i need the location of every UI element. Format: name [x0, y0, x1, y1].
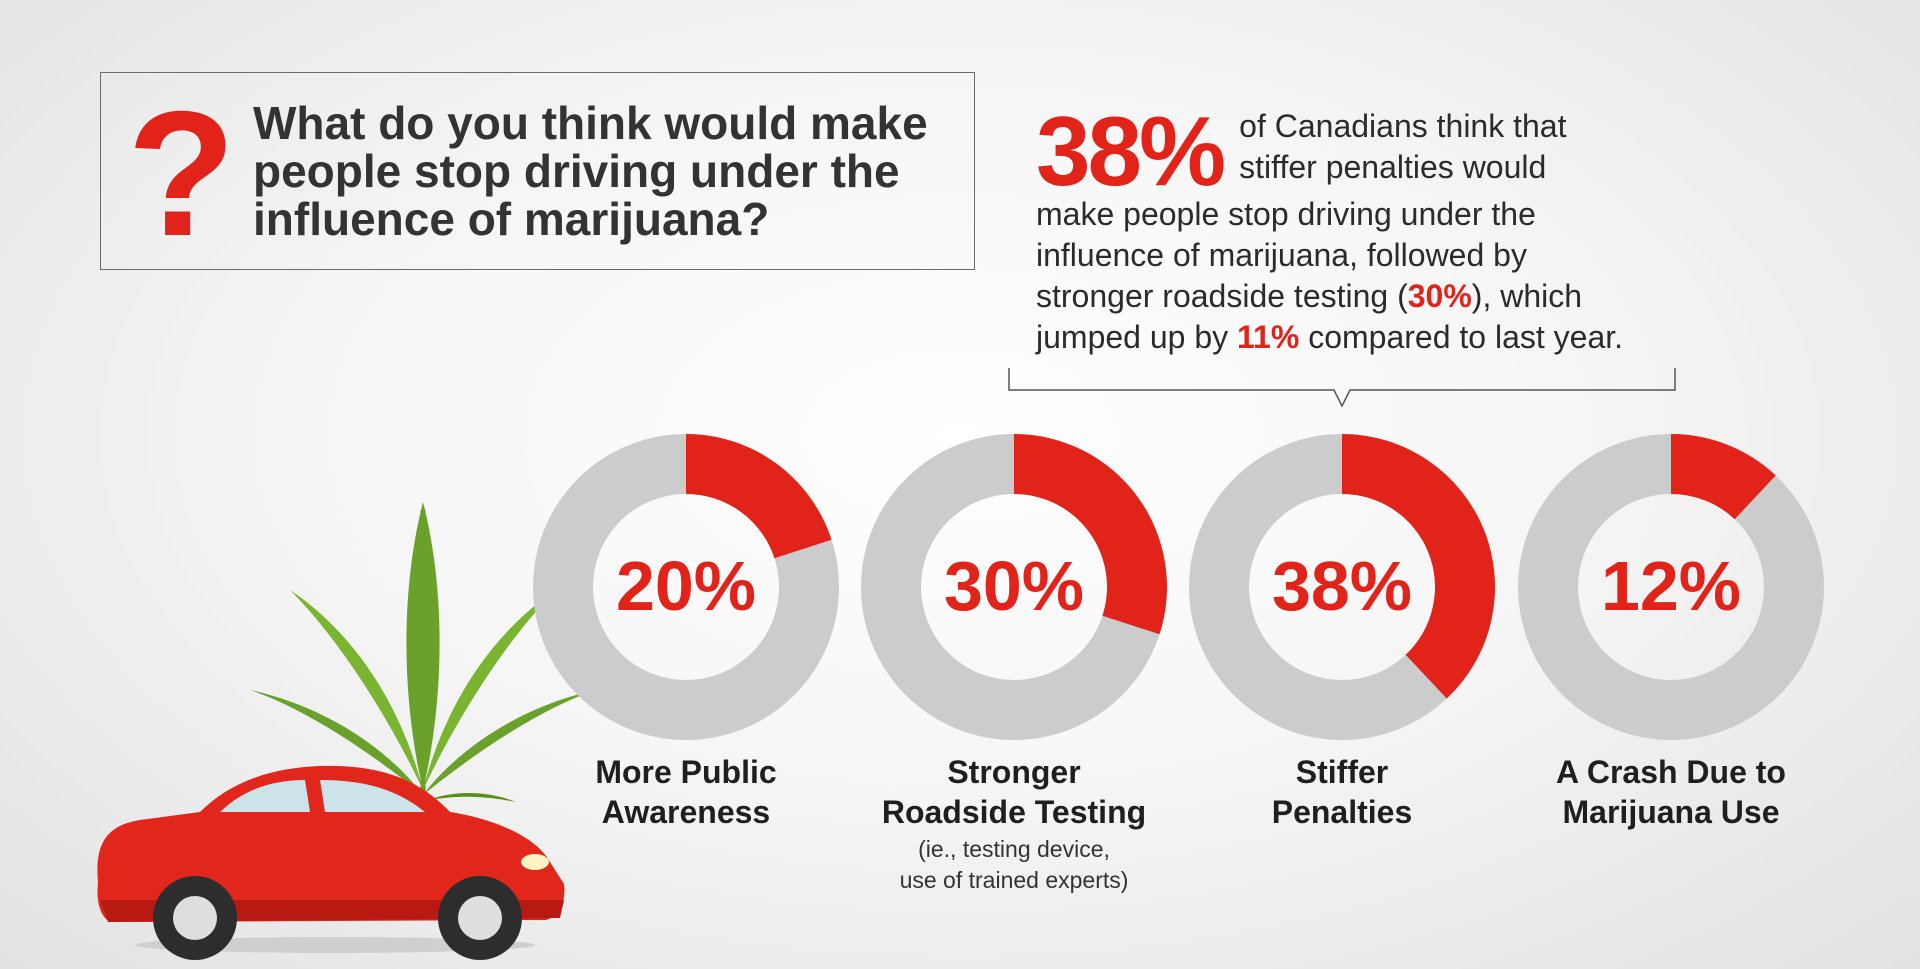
highlight-line-2: stiffer penalties would: [1239, 149, 1547, 185]
donut-svg: [1189, 434, 1495, 740]
category-label: A Crash Due to Marijuana Use: [1491, 752, 1851, 832]
highlight-value-11: 11%: [1237, 319, 1300, 355]
donut-svg: [1518, 434, 1824, 740]
highlight-value-30: 30%: [1407, 278, 1472, 314]
highlight-text: of Canadians think that stiffer penaltie…: [1036, 106, 1676, 358]
donut-1: 30%: [859, 432, 1169, 742]
category-label-line: Penalties: [1271, 794, 1413, 830]
category-label: Stronger Roadside Testing: [834, 752, 1194, 832]
red-car-icon: [97, 765, 565, 960]
highlight-line-1: of Canadians think that: [1239, 108, 1567, 144]
highlight-line-4: influence of marijuana, followed by: [1036, 237, 1527, 273]
category-label: More Public Awareness: [506, 752, 866, 832]
question-box: ? What do you think would make people st…: [100, 72, 975, 270]
car-leaf-illustration: [97, 502, 596, 960]
highlight-line-3: make people stop driving under the: [1036, 196, 1536, 232]
donut-percent-label: 30%: [943, 547, 1085, 625]
category-label-line: Stiffer: [1295, 754, 1389, 790]
highlight-line-5: stronger roadside testing (30%), which: [1036, 276, 1676, 317]
donut-percent-label: 38%: [1271, 547, 1413, 625]
highlight-line-6a: jumped up by: [1036, 319, 1238, 355]
category-label-line: Roadside Testing: [881, 794, 1147, 830]
donut-percent-label: 12%: [1600, 547, 1742, 625]
category-label-line: A Crash Due to: [1556, 754, 1786, 790]
donut-0: 20%: [531, 432, 841, 742]
donut-svg: [533, 434, 839, 740]
donut-value-segment: [1342, 434, 1495, 699]
donut-percent-label: 20%: [615, 547, 757, 625]
cannabis-leaf-icon: [250, 502, 596, 820]
category-sublabel: (ie., testing device, use of trained expe…: [834, 834, 1194, 896]
donut-value-segment: [1014, 434, 1167, 635]
highlight-big-stat: 38%: [1036, 96, 1226, 206]
highlight-line-6: jumped up by 11% compared to last year.: [1036, 317, 1676, 358]
question-line-1: What do you think would make: [253, 97, 928, 149]
category-sublabel-line: (ie., testing device,: [918, 836, 1110, 862]
donut-3: 12%: [1516, 432, 1826, 742]
category-label-line: Marijuana Use: [1562, 794, 1780, 830]
category-label-line: Stronger: [947, 754, 1081, 790]
category-label-line: Awareness: [601, 794, 771, 830]
callout-bracket: [1008, 368, 1676, 408]
donut-2: 38%: [1187, 432, 1497, 742]
question-mark-icon: ?: [127, 74, 236, 273]
highlight-statement: 38% of Canadians think that stiffer pena…: [1036, 96, 1676, 358]
donut-value-segment: [686, 434, 832, 559]
highlight-line-5c: ), which: [1471, 278, 1583, 314]
category-label-line: More Public: [595, 754, 777, 790]
highlight-line-6c: compared to last year.: [1299, 319, 1624, 355]
question-heading: What do you think would make people stop…: [253, 99, 963, 243]
highlight-line-5a: stronger roadside testing (: [1036, 278, 1408, 314]
category-sublabel-line: use of trained experts): [899, 867, 1129, 893]
question-line-3: influence of marijuana?: [253, 193, 770, 245]
donut-svg: [861, 434, 1167, 740]
donut-value-segment: [1671, 434, 1776, 520]
category-label: Stiffer Penalties: [1162, 752, 1522, 832]
question-line-2: people stop driving under the: [253, 145, 900, 197]
